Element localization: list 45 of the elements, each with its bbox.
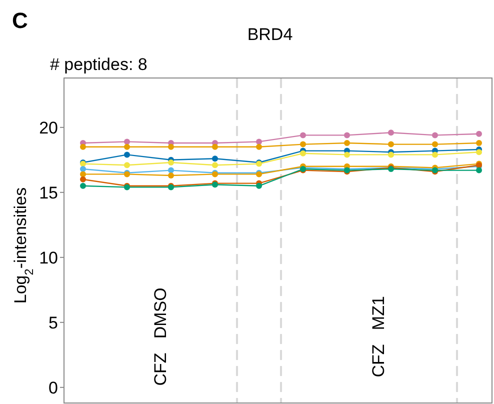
y-tick-label: 20 bbox=[39, 118, 58, 138]
point bbox=[80, 171, 86, 178]
point bbox=[256, 144, 262, 150]
chart-title: BRD4 bbox=[247, 25, 293, 44]
point bbox=[124, 162, 130, 168]
point bbox=[432, 141, 438, 148]
point bbox=[212, 144, 218, 150]
point bbox=[388, 130, 394, 136]
point bbox=[388, 141, 394, 148]
annotation: CFZ MZ1 bbox=[368, 296, 388, 378]
point bbox=[212, 162, 218, 168]
point bbox=[344, 152, 350, 158]
point bbox=[476, 130, 482, 137]
point bbox=[344, 132, 350, 138]
point bbox=[212, 156, 218, 162]
point bbox=[476, 140, 482, 146]
point bbox=[256, 138, 262, 145]
point bbox=[124, 138, 130, 145]
point bbox=[80, 166, 86, 172]
point bbox=[168, 144, 174, 150]
point bbox=[432, 152, 438, 158]
point bbox=[168, 160, 174, 166]
point bbox=[476, 167, 482, 174]
y-tick-label: 15 bbox=[39, 183, 58, 202]
chart-subtitle: # peptides: 8 bbox=[50, 55, 148, 74]
text: C bbox=[12, 8, 28, 33]
y-tick-label: 0 bbox=[48, 378, 58, 398]
point bbox=[256, 182, 262, 189]
point bbox=[124, 144, 130, 150]
point bbox=[432, 132, 438, 138]
point bbox=[300, 132, 306, 138]
annotation: CFZ DMSO bbox=[151, 288, 170, 386]
point bbox=[124, 152, 130, 158]
point bbox=[80, 176, 86, 182]
point bbox=[80, 144, 86, 150]
point bbox=[388, 152, 394, 158]
point bbox=[300, 141, 306, 148]
y-tick-label: 10 bbox=[39, 248, 58, 268]
point bbox=[344, 140, 350, 146]
point bbox=[476, 149, 482, 156]
y-tick-label: 5 bbox=[48, 313, 58, 332]
point bbox=[300, 150, 306, 156]
point bbox=[80, 182, 86, 189]
point bbox=[168, 172, 174, 178]
point bbox=[168, 167, 174, 174]
